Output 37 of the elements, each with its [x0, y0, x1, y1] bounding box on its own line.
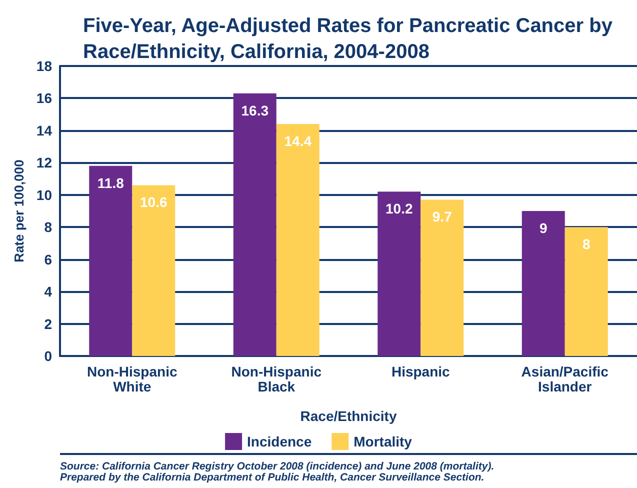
bar — [132, 185, 176, 356]
x-axis-title: Race/Ethnicity — [300, 408, 397, 424]
data-label: 9.7 — [432, 208, 452, 225]
y-tick-label: 18 — [36, 58, 52, 74]
legend-label: Mortality — [354, 434, 412, 450]
bar — [276, 124, 320, 356]
text: Prepared by the California Department of Public Health, Cancer Surveillance Section. — [60, 472, 484, 484]
source-note: Source: California Cancer Registry October 2008 (incidence) and June 2008 (mortality). — [60, 460, 494, 472]
data-label: 10.6 — [140, 194, 168, 210]
data-label: 16.3 — [241, 102, 269, 118]
y-axis-title: Rate per 100,000 — [12, 160, 27, 262]
y-tick-label: 8 — [44, 219, 52, 236]
chart-title: Five-Year, Age-Adjusted Rates for Pancreatic Cancer by Race/Ethnicity, California, 2004-2008 — [83, 15, 614, 63]
bar — [420, 200, 464, 356]
data-label: 9 — [539, 220, 548, 236]
bar — [522, 211, 565, 356]
y-tick-label: 2 — [44, 316, 52, 332]
data-label: 14.4 — [284, 133, 312, 149]
data-label: 11.8 — [97, 174, 124, 191]
x-tick-label: Asian/Pacific Islander — [521, 364, 609, 394]
x-tick-label: Hispanic — [391, 364, 450, 380]
legend-label: Incidence — [247, 434, 312, 450]
bar — [89, 166, 132, 356]
bar — [233, 93, 276, 356]
x-tick-label: Non-Hispanic Black — [231, 364, 322, 394]
y-tick-label: 6 — [44, 251, 52, 268]
bar — [564, 227, 608, 356]
bar — [378, 192, 421, 356]
y-tick-label: 14 — [36, 122, 52, 138]
data-label: 8 — [582, 236, 590, 252]
y-tick-label: 0 — [44, 348, 52, 364]
y-tick-label: 16 — [36, 90, 52, 106]
y-tick-label: 10 — [36, 186, 52, 203]
y-tick-label: 4 — [44, 284, 52, 300]
y-tick-label: 12 — [36, 154, 52, 171]
x-tick-label: Non-Hispanic White — [87, 364, 178, 394]
data-label: 10.2 — [386, 200, 413, 217]
